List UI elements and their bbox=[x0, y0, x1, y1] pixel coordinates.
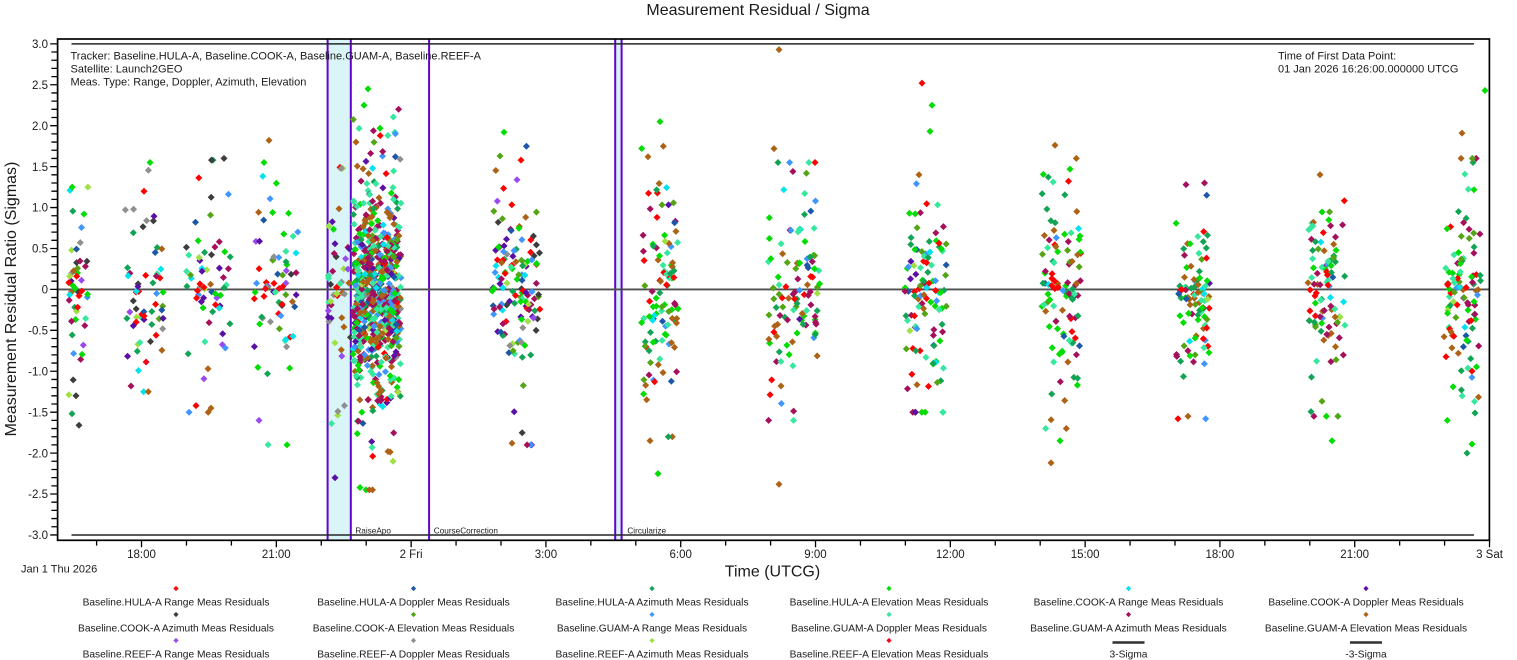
svg-text:6:00: 6:00 bbox=[670, 549, 692, 561]
svg-text:3 Sat: 3 Sat bbox=[1476, 549, 1504, 561]
svg-text:CourseCorrection: CourseCorrection bbox=[434, 527, 499, 536]
svg-text:01 Jan 2026 16:26:00.000000 UT: 01 Jan 2026 16:26:00.000000 UTCG bbox=[1278, 64, 1458, 76]
svg-text:Baseline.REEF-A Range Meas Res: Baseline.REEF-A Range Meas Residuals bbox=[83, 650, 270, 660]
svg-text:3-Sigma: 3-Sigma bbox=[1110, 650, 1148, 660]
svg-text:Circularize: Circularize bbox=[627, 527, 666, 536]
svg-text:Baseline.GUAM-A Range Meas Res: Baseline.GUAM-A Range Meas Residuals bbox=[557, 624, 747, 635]
svg-text:-2.5: -2.5 bbox=[28, 489, 48, 501]
svg-text:Baseline.COOK-A Elevation Meas: Baseline.COOK-A Elevation Meas Residuals bbox=[313, 624, 515, 635]
svg-text:Baseline.REEF-A Doppler Meas R: Baseline.REEF-A Doppler Meas Residuals bbox=[317, 650, 510, 660]
svg-text:1.0: 1.0 bbox=[32, 203, 48, 215]
svg-text:-0.5: -0.5 bbox=[28, 326, 48, 338]
svg-text:21:00: 21:00 bbox=[262, 549, 291, 561]
svg-text:Satellite: Launch2GEO: Satellite: Launch2GEO bbox=[71, 64, 183, 76]
svg-text:Time (UTCG): Time (UTCG) bbox=[725, 564, 820, 581]
svg-text:9:00: 9:00 bbox=[804, 549, 826, 561]
svg-text:Baseline.COOK-A Azimuth Meas R: Baseline.COOK-A Azimuth Meas Residuals bbox=[78, 624, 274, 635]
svg-text:Tracker: Baseline.HULA-A, Base: Tracker: Baseline.HULA-A, Baseline.COOK-… bbox=[71, 51, 482, 63]
svg-text:Jan 1 Thu 2026: Jan 1 Thu 2026 bbox=[21, 564, 97, 576]
svg-text:Baseline.GUAM-A Azimuth Meas R: Baseline.GUAM-A Azimuth Meas Residuals bbox=[1030, 624, 1226, 635]
svg-text:2.0: 2.0 bbox=[32, 121, 48, 133]
svg-text:-1.5: -1.5 bbox=[28, 407, 48, 419]
svg-text:15:00: 15:00 bbox=[1071, 549, 1100, 561]
svg-text:Baseline.COOK-A Range Meas Res: Baseline.COOK-A Range Meas Residuals bbox=[1034, 598, 1224, 609]
svg-text:Time of First Data Point:: Time of First Data Point: bbox=[1278, 51, 1396, 63]
svg-text:3.0: 3.0 bbox=[32, 39, 48, 51]
svg-text:0: 0 bbox=[42, 285, 48, 297]
svg-text:0.5: 0.5 bbox=[32, 244, 48, 256]
svg-text:18:00: 18:00 bbox=[127, 549, 156, 561]
svg-text:2 Fri: 2 Fri bbox=[400, 549, 423, 561]
svg-text:-2.0: -2.0 bbox=[28, 448, 48, 460]
svg-text:Baseline.HULA-A Elevation Meas: Baseline.HULA-A Elevation Meas Residuals bbox=[790, 598, 989, 609]
svg-text:Meas. Type: Range, Doppler, Az: Meas. Type: Range, Doppler, Azimuth, Ele… bbox=[71, 77, 307, 89]
svg-text:Baseline.HULA-A Range Meas Res: Baseline.HULA-A Range Meas Residuals bbox=[83, 598, 270, 609]
svg-text:Baseline.COOK-A Doppler Meas R: Baseline.COOK-A Doppler Meas Residuals bbox=[1268, 598, 1463, 609]
svg-text:-1.0: -1.0 bbox=[28, 366, 48, 378]
svg-text:Measurement Residual / Sigma: Measurement Residual / Sigma bbox=[646, 2, 869, 19]
svg-text:18:00: 18:00 bbox=[1206, 549, 1235, 561]
svg-text:21:00: 21:00 bbox=[1340, 549, 1369, 561]
svg-text:-3.0: -3.0 bbox=[28, 530, 48, 542]
svg-text:Baseline.REEF-A Azimuth Meas R: Baseline.REEF-A Azimuth Meas Residuals bbox=[555, 650, 748, 660]
svg-text:Baseline.GUAM-A Elevation Meas: Baseline.GUAM-A Elevation Meas Residuals bbox=[1265, 624, 1467, 635]
svg-text:3:00: 3:00 bbox=[535, 549, 557, 561]
svg-text:1.5: 1.5 bbox=[32, 162, 48, 174]
svg-text:Measurement Residual Ratio (Si: Measurement Residual Ratio (Sigmas) bbox=[3, 162, 20, 437]
svg-text:Baseline.GUAM-A Doppler Meas R: Baseline.GUAM-A Doppler Meas Residuals bbox=[791, 624, 987, 635]
svg-text:Baseline.HULA-A Doppler Meas R: Baseline.HULA-A Doppler Meas Residuals bbox=[317, 598, 510, 609]
svg-text:2.5: 2.5 bbox=[32, 80, 48, 92]
svg-text:Baseline.REEF-A Elevation Meas: Baseline.REEF-A Elevation Meas Residuals bbox=[790, 650, 989, 660]
svg-text:-3-Sigma: -3-Sigma bbox=[1345, 650, 1387, 660]
svg-text:RaiseApo: RaiseApo bbox=[355, 527, 391, 536]
svg-text:Baseline.HULA-A Azimuth Meas R: Baseline.HULA-A Azimuth Meas Residuals bbox=[555, 598, 748, 609]
svg-text:12:00: 12:00 bbox=[936, 549, 965, 561]
